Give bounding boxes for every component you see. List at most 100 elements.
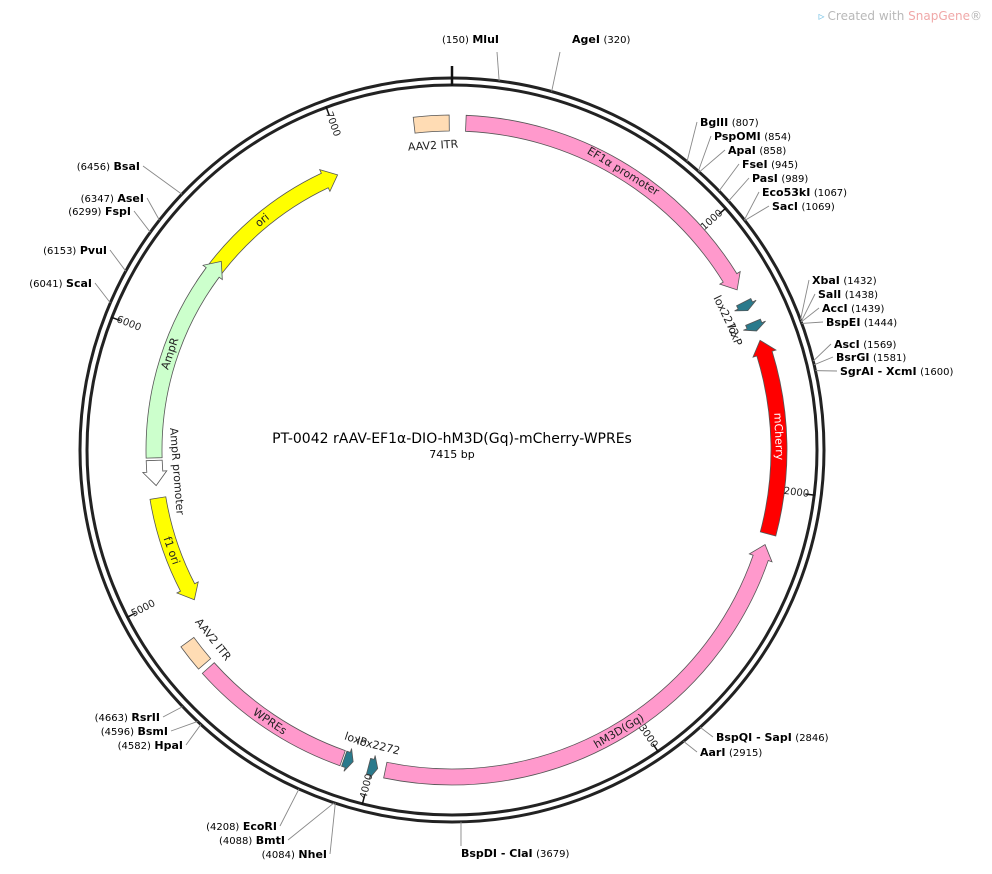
site-name-bsai: BsaI bbox=[114, 160, 140, 173]
site-position-apai: (858) bbox=[759, 146, 786, 157]
site-leader-sali bbox=[800, 293, 816, 322]
site-position-scai: (6041) bbox=[29, 279, 62, 290]
site-label-nhei: (4084) NheI bbox=[262, 848, 327, 861]
tick-label-7000: 7000 bbox=[323, 110, 342, 138]
site-position-saci: (1069) bbox=[801, 202, 834, 213]
site-position-agei: (320) bbox=[603, 35, 630, 46]
site-leader-mlui bbox=[496, 51, 500, 82]
site-name-bspqi-sapi: BspQI - SapI bbox=[716, 731, 792, 744]
feature-lox2272-3 bbox=[734, 297, 757, 312]
site-name-bsrgi: BsrGI bbox=[836, 351, 869, 364]
feature-lox2272-7 bbox=[366, 755, 379, 780]
feature-ampr-13 bbox=[145, 260, 223, 459]
site-leader-pspomi bbox=[697, 135, 712, 172]
site-name-bspei: BspEI bbox=[826, 316, 860, 329]
feature-ef1-promoter-2 bbox=[465, 114, 741, 291]
site-label-fsei: FseI (945) bbox=[742, 158, 798, 171]
site-label-asci: AscI (1569) bbox=[834, 338, 897, 351]
site-name-aari: AarI bbox=[700, 746, 725, 759]
site-name-apai: ApaI bbox=[728, 144, 756, 157]
site-position-bmti: (4088) bbox=[219, 836, 252, 847]
site-name-xbai: XbaI bbox=[812, 274, 840, 287]
site-position-asei: (6347) bbox=[81, 194, 114, 205]
site-position-bspqi-sapi: (2846) bbox=[795, 733, 828, 744]
feature-label-ampr-promoter-12: AmpR promoter bbox=[167, 427, 187, 516]
site-leader-fsei bbox=[718, 163, 740, 192]
site-leader-asei bbox=[146, 197, 160, 221]
site-name-pspomi: PspOMI bbox=[714, 130, 761, 143]
tick-mark-5000 bbox=[126, 612, 136, 619]
tick-mark-6000 bbox=[110, 316, 121, 322]
site-name-rsrii: RsrII bbox=[131, 711, 160, 724]
site-name-hpai: HpaI bbox=[154, 739, 183, 752]
site-leader-scai bbox=[94, 282, 111, 304]
site-leader-ecori bbox=[279, 788, 300, 827]
watermark-prefix: Created with bbox=[827, 9, 905, 23]
site-position-fspi: (6299) bbox=[68, 207, 101, 218]
feature-wpres-9 bbox=[201, 662, 346, 767]
site-label-xbai: XbaI (1432) bbox=[812, 274, 877, 287]
snapgene-watermark: ▹ Created with SnapGene® bbox=[819, 9, 983, 23]
feature-label-loxp-8: loxP bbox=[343, 730, 369, 750]
site-label-scai: (6041) ScaI bbox=[29, 277, 92, 290]
site-label-bspei: BspEI (1444) bbox=[826, 316, 897, 329]
tick-label-6000: 6000 bbox=[115, 314, 143, 333]
site-leader-agei bbox=[551, 51, 561, 92]
site-label-bspqi-sapi: BspQI - SapI (2846) bbox=[716, 731, 829, 744]
site-label-ecori: (4208) EcoRI bbox=[206, 820, 277, 833]
site-label-hpai: (4582) HpaI bbox=[118, 739, 183, 752]
site-position-bglii: (807) bbox=[732, 118, 759, 129]
site-leader-asci bbox=[812, 343, 832, 362]
site-label-bsmi: (4596) BsmI bbox=[101, 725, 168, 738]
site-position-hpai: (4582) bbox=[118, 741, 151, 752]
site-leader-xbai bbox=[800, 279, 810, 320]
site-name-sali: SalI bbox=[818, 288, 841, 301]
tick-mark-1000 bbox=[718, 207, 727, 215]
site-label-fspi: (6299) FspI bbox=[68, 205, 131, 218]
site-leader-bsai bbox=[142, 165, 183, 195]
site-label-rsrii: (4663) RsrII bbox=[95, 711, 160, 724]
site-label-eco53ki: Eco53kI (1067) bbox=[762, 186, 847, 199]
site-name-agei: AgeI bbox=[572, 33, 600, 46]
site-leader-bsrgi bbox=[813, 356, 834, 366]
tick-mark-7000 bbox=[325, 106, 331, 117]
feature-label-loxp-4: loxP bbox=[724, 322, 745, 348]
site-name-pasi: PasI bbox=[752, 172, 778, 185]
site-position-nhei: (4084) bbox=[262, 850, 295, 861]
site-position-ecori: (4208) bbox=[206, 822, 239, 833]
site-leader-rsrii bbox=[162, 706, 183, 718]
site-label-bspdi-clai: BspDI - ClaI (3679) bbox=[461, 847, 569, 860]
site-leader-aari bbox=[683, 740, 698, 753]
site-leader-bspqi-sapi bbox=[699, 726, 714, 738]
site-label-bglii: BglII (807) bbox=[700, 116, 759, 129]
site-position-bsai: (6456) bbox=[77, 162, 110, 173]
site-leader-nhei bbox=[329, 803, 336, 855]
restriction-sites-layer: (150) MluI AgeI (320) BglII (807)PspOMI (8… bbox=[29, 33, 953, 861]
site-position-acci: (1439) bbox=[851, 304, 884, 315]
site-leader-fspi bbox=[133, 210, 151, 233]
site-position-xbai: (1432) bbox=[843, 276, 876, 287]
site-position-sali: (1438) bbox=[845, 290, 878, 301]
site-label-bsrgi: BsrGI (1581) bbox=[836, 351, 906, 364]
site-leader-pasi bbox=[728, 177, 750, 202]
site-position-pvui: (6153) bbox=[43, 246, 76, 257]
feature-label-mcherry-5: mCherry bbox=[771, 413, 786, 461]
tick-mark-2000 bbox=[805, 493, 816, 496]
site-position-fsei: (945) bbox=[771, 160, 798, 171]
snapgene-logo-icon: ▹ bbox=[818, 9, 825, 23]
tick-mark-3000 bbox=[652, 743, 660, 753]
site-label-asei: (6347) AseI bbox=[81, 192, 144, 205]
site-name-pvui: PvuI bbox=[80, 244, 107, 257]
feature-loxp-4 bbox=[743, 318, 766, 332]
site-leader-saci bbox=[744, 205, 770, 221]
site-leader-bglii bbox=[686, 121, 698, 162]
site-position-bsmi: (4596) bbox=[101, 727, 134, 738]
site-position-bspdi-clai: (3679) bbox=[536, 849, 569, 860]
site-name-nhei: NheI bbox=[298, 848, 327, 861]
site-position-rsrii: (4663) bbox=[95, 713, 128, 724]
tick-label-2000: 2000 bbox=[783, 486, 810, 500]
site-position-sgrai-xcmi: (1600) bbox=[920, 367, 953, 378]
site-leader-pvui bbox=[109, 249, 127, 272]
site-name-bmti: BmtI bbox=[256, 834, 285, 847]
